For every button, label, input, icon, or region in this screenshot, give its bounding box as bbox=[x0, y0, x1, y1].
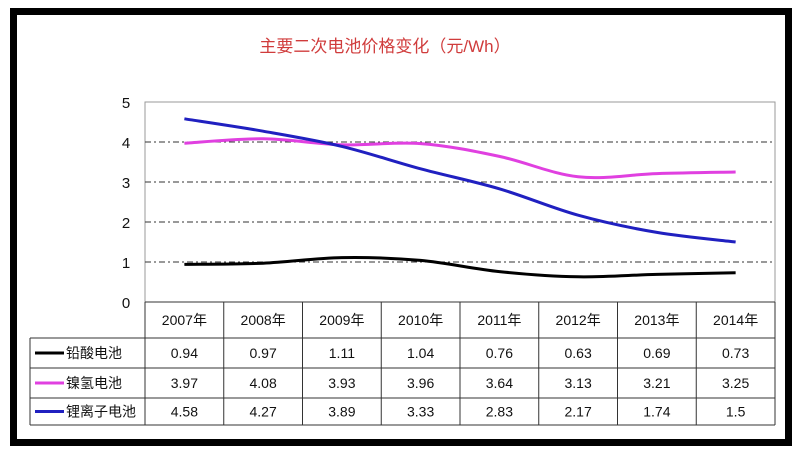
data-label: 1.04 bbox=[407, 345, 434, 361]
y-tick-label: 0 bbox=[122, 295, 130, 312]
data-label: 3.25 bbox=[722, 375, 749, 391]
data-label: 2.83 bbox=[486, 404, 513, 420]
x-tick-label: 2014年 bbox=[713, 312, 758, 328]
y-tick-label: 2 bbox=[122, 215, 130, 232]
data-label: 3.93 bbox=[328, 375, 355, 391]
x-tick-label: 2011年 bbox=[477, 312, 521, 328]
x-tick-label: 2012年 bbox=[556, 312, 601, 328]
data-label: 4.27 bbox=[250, 404, 277, 420]
y-tick-label: 1 bbox=[122, 255, 130, 272]
data-label: 0.76 bbox=[486, 345, 513, 361]
data-label: 0.73 bbox=[722, 345, 749, 361]
plot-area bbox=[144, 101, 776, 303]
data-label: 0.97 bbox=[250, 345, 277, 361]
data-label: 3.89 bbox=[328, 404, 355, 420]
data-label: 2.17 bbox=[565, 404, 592, 420]
chart-title: 主要二次电池价格变化（元/Wh） bbox=[259, 37, 510, 56]
data-label: 1.11 bbox=[329, 345, 355, 361]
legend-label: 铅酸电池 bbox=[66, 345, 122, 361]
data-label: 3.64 bbox=[486, 375, 513, 391]
data-label: 0.94 bbox=[171, 345, 198, 361]
data-label: 3.33 bbox=[407, 404, 434, 420]
data-label: 1.74 bbox=[643, 404, 670, 420]
data-label: 3.96 bbox=[407, 375, 434, 391]
legend-label: 镍氢电池 bbox=[66, 375, 122, 391]
y-tick-label: 3 bbox=[122, 175, 130, 192]
data-label: 0.63 bbox=[565, 345, 592, 361]
data-label: 3.13 bbox=[565, 375, 592, 391]
legend-label: 锂离子电池 bbox=[66, 404, 136, 420]
x-tick-label: 2008年 bbox=[241, 312, 286, 328]
x-tick-label: 2009年 bbox=[319, 312, 364, 328]
series-line-2 bbox=[184, 137, 736, 180]
data-label: 3.97 bbox=[171, 375, 198, 391]
series-line-3 bbox=[184, 117, 736, 244]
y-tick-label: 5 bbox=[122, 95, 130, 112]
data-label: 3.21 bbox=[643, 375, 670, 391]
x-tick-label: 2013年 bbox=[634, 312, 679, 328]
y-tick-label: 4 bbox=[122, 135, 130, 152]
data-label: 4.08 bbox=[250, 375, 277, 391]
x-tick-label: 2007年 bbox=[162, 312, 207, 328]
data-label: 1.5 bbox=[726, 404, 746, 420]
series-line-1 bbox=[184, 255, 736, 279]
data-label: 4.58 bbox=[171, 404, 198, 420]
data-label: 0.69 bbox=[643, 345, 670, 361]
x-tick-label: 2010年 bbox=[398, 312, 443, 328]
